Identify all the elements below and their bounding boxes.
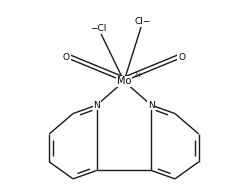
Text: Mo: Mo: [117, 76, 131, 86]
Text: O: O: [178, 53, 185, 62]
Text: N: N: [148, 100, 155, 110]
Text: Cl−: Cl−: [134, 17, 151, 26]
Text: 2+: 2+: [134, 72, 143, 78]
Text: O: O: [63, 53, 70, 62]
Text: −Cl: −Cl: [90, 24, 107, 33]
Text: N: N: [93, 100, 100, 110]
